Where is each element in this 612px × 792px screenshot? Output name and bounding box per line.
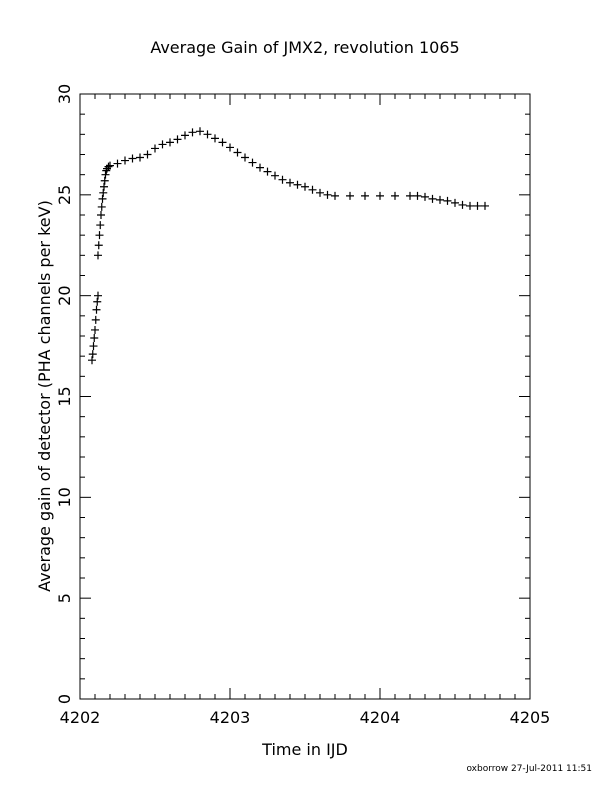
data-point xyxy=(173,135,182,144)
data-point xyxy=(271,171,279,180)
data-point xyxy=(323,190,332,199)
data-point xyxy=(241,153,249,162)
data-point xyxy=(151,144,159,153)
data-point xyxy=(473,201,482,210)
data-point xyxy=(263,167,272,176)
data-point xyxy=(256,163,264,172)
data-point xyxy=(106,161,114,170)
y-tick-label: 30 xyxy=(55,84,74,104)
y-tick-label: 10 xyxy=(55,487,74,507)
data-point xyxy=(466,201,474,210)
data-point xyxy=(211,134,219,143)
chart-title: Average Gain of JMX2, revolution 1065 xyxy=(150,38,459,57)
data-point xyxy=(92,305,101,314)
data-point xyxy=(278,175,287,184)
data-point xyxy=(301,182,309,191)
y-tick-label: 25 xyxy=(55,185,74,205)
data-point xyxy=(188,128,197,137)
data-point xyxy=(233,148,242,157)
y-axis-label: Average gain of detector (PHA channels p… xyxy=(35,200,54,592)
data-point xyxy=(166,138,174,147)
data-point xyxy=(94,251,102,260)
footer-stamp: oxborrow 27-Jul-2011 11:51 xyxy=(466,764,592,774)
data-point xyxy=(98,194,107,203)
data-point xyxy=(102,166,111,175)
data-point xyxy=(90,334,99,343)
data-point xyxy=(443,196,452,205)
y-tick-label: 15 xyxy=(55,386,74,406)
data-point xyxy=(113,159,122,168)
data-point xyxy=(128,154,137,163)
data-point xyxy=(97,211,105,219)
data-point xyxy=(413,191,422,200)
data-point xyxy=(101,170,110,179)
data-point xyxy=(93,297,102,306)
x-axis-label: Time in IJD xyxy=(261,740,348,759)
y-tick-label: 0 xyxy=(55,694,74,704)
data-point xyxy=(451,198,459,207)
y-tick-label: 20 xyxy=(55,285,74,305)
data-point xyxy=(97,202,106,211)
data-point xyxy=(100,176,109,185)
data-point xyxy=(99,188,108,197)
data-point xyxy=(481,201,489,210)
data-point xyxy=(436,195,444,204)
data-point xyxy=(391,191,399,200)
data-point xyxy=(458,200,467,209)
data-point xyxy=(136,153,144,162)
data-point xyxy=(316,188,324,197)
data-point xyxy=(181,131,189,140)
data-point xyxy=(428,194,437,203)
data-point xyxy=(286,178,294,187)
data-point xyxy=(361,191,369,200)
y-axis-ticks: 0 5 10 15 20 25 30 xyxy=(55,84,530,704)
data-point xyxy=(346,191,354,200)
data-point xyxy=(88,356,96,365)
data-point xyxy=(248,158,257,167)
x-axis-ticks: 4202 4203 4204 4205 xyxy=(60,94,551,727)
x-tick-label: 4203 xyxy=(210,708,251,727)
data-point xyxy=(104,162,113,171)
data-point xyxy=(91,315,100,324)
data-point xyxy=(143,150,152,159)
data-point xyxy=(95,231,104,240)
data-point xyxy=(96,221,105,230)
data-point xyxy=(121,156,129,165)
x-tick-label: 4202 xyxy=(60,708,101,727)
data-point xyxy=(94,291,102,300)
data-point xyxy=(331,191,339,200)
y-tick-label: 5 xyxy=(55,593,74,603)
data-point xyxy=(406,191,414,200)
x-tick-label: 4204 xyxy=(360,708,401,727)
data-point xyxy=(218,138,227,147)
data-point xyxy=(203,130,212,139)
data-point xyxy=(94,241,103,250)
data-point xyxy=(158,140,167,149)
data-point xyxy=(308,185,317,194)
data-point xyxy=(100,182,108,191)
data-point xyxy=(196,127,204,136)
data-point xyxy=(88,350,97,359)
data-points xyxy=(88,127,489,365)
data-point xyxy=(293,180,302,189)
data-point xyxy=(376,191,384,200)
data-point xyxy=(89,342,98,351)
data-point xyxy=(91,325,99,334)
data-point xyxy=(421,192,429,201)
x-tick-label: 4205 xyxy=(510,708,551,727)
data-point xyxy=(226,143,234,152)
